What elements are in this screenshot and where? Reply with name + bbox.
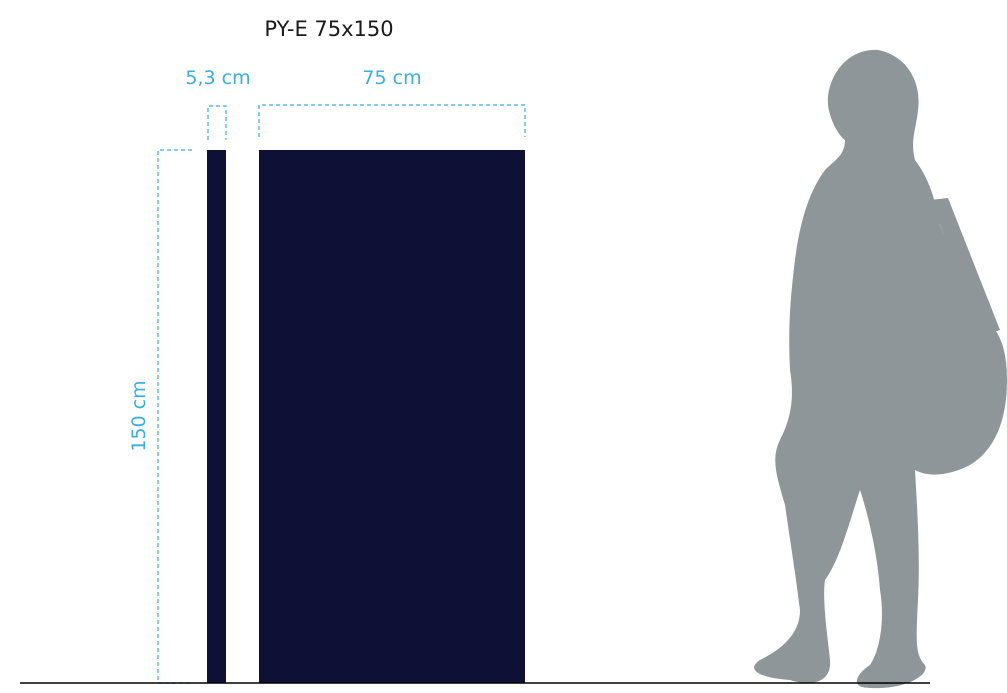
height-bracket <box>157 149 192 684</box>
title: PY-E 75x150 <box>264 17 393 41</box>
width-bracket <box>258 104 526 137</box>
side-panel <box>207 150 226 683</box>
depth-bracket <box>207 105 227 140</box>
front-panel <box>259 150 525 683</box>
width-label: 75 cm <box>362 67 421 89</box>
depth-label: 5,3 cm <box>185 67 250 89</box>
person-silhouette <box>754 49 1007 689</box>
height-label: 150 cm <box>128 380 150 451</box>
